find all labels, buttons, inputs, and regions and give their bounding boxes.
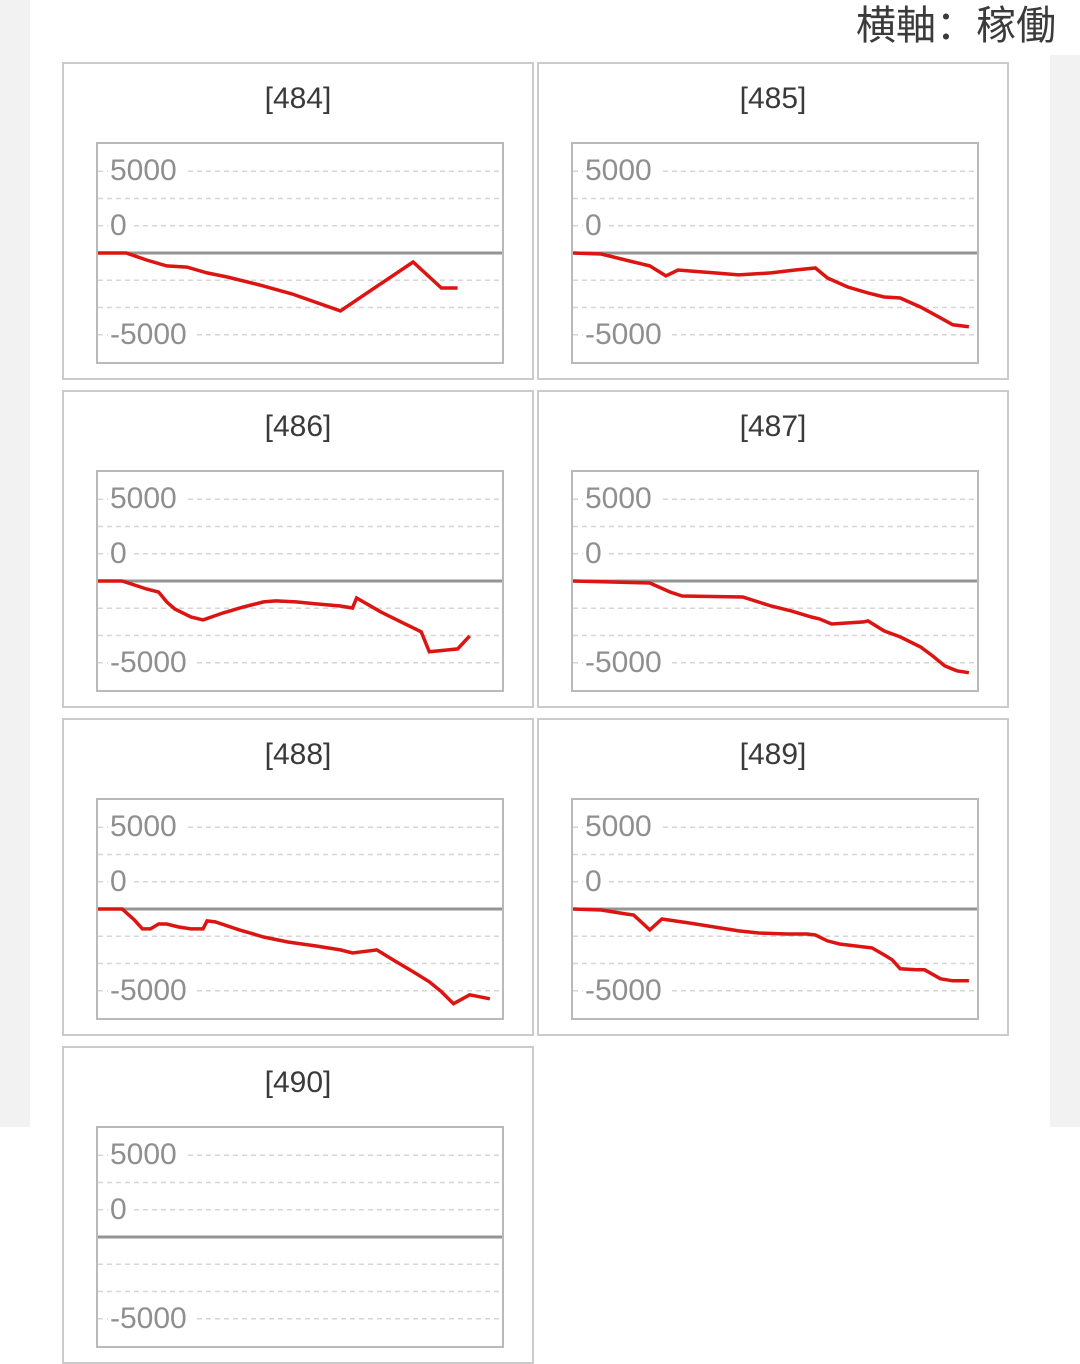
machine-number-label: [485]: [739, 82, 807, 115]
machine-number-label: [490]: [264, 1066, 332, 1099]
machine-chart-card[interactable]: [484] 5000 0 -5000: [62, 62, 534, 380]
slump-graph-canvas: [98, 170, 502, 336]
machine-number-label: [487]: [739, 410, 807, 443]
y-tick-label-0: 0: [583, 208, 609, 243]
slump-graph-plot: 5000 0 -5000: [571, 798, 979, 1020]
slump-graph-canvas: [98, 826, 502, 1006]
y-tick-label-0: 0: [108, 1192, 134, 1227]
machine-chart-card[interactable]: [487] 5000 0 -5000: [537, 390, 1009, 708]
machine-chart-card[interactable]: [486] 5000 0 -5000: [62, 390, 534, 708]
machine-number-label: [488]: [264, 738, 332, 771]
machine-chart-card[interactable]: [490] 5000 0 -5000: [62, 1046, 534, 1364]
y-tick-label-0: 0: [583, 536, 609, 571]
y-tick-label-5000: 5000: [108, 154, 184, 189]
slump-graph-canvas: [573, 498, 977, 675]
y-tick-label-5000: 5000: [108, 810, 184, 845]
slump-graph-plot: 5000 0 -5000: [96, 1126, 504, 1348]
machine-chart-card[interactable]: [485] 5000 0 -5000: [537, 62, 1009, 380]
axis-note: 横軸：稼働: [856, 4, 1056, 48]
y-tick-label-neg5000: -5000: [108, 973, 194, 1008]
slump-data-line: [573, 579, 970, 675]
y-tick-label-neg5000: -5000: [583, 317, 669, 352]
slump-data-line: [98, 251, 458, 313]
y-tick-label-neg5000: -5000: [583, 645, 669, 680]
y-tick-label-5000: 5000: [583, 482, 659, 517]
y-tick-label-0: 0: [108, 864, 134, 899]
slump-graph-plot: 5000 0 -5000: [96, 470, 504, 692]
slump-data-line: [573, 251, 970, 329]
y-tick-label-5000: 5000: [583, 154, 659, 189]
machine-number-label: [484]: [264, 82, 332, 115]
charts-grid: [484] 5000 0 -5000 [485] 5000 0 -5000 [4…: [62, 62, 1009, 1364]
y-tick-label-5000: 5000: [583, 810, 659, 845]
y-tick-label-0: 0: [108, 208, 134, 243]
y-tick-label-neg5000: -5000: [108, 317, 194, 352]
y-tick-label-neg5000: -5000: [583, 973, 669, 1008]
slump-data-line: [98, 579, 471, 654]
left-gutter: [0, 0, 30, 1127]
right-gutter: [1050, 55, 1080, 1127]
y-tick-label-5000: 5000: [108, 482, 184, 517]
y-tick-label-0: 0: [583, 864, 609, 899]
y-tick-label-neg5000: -5000: [108, 645, 194, 680]
y-tick-label-5000: 5000: [108, 1138, 184, 1173]
machine-chart-card[interactable]: [488] 5000 0 -5000: [62, 718, 534, 1036]
machine-number-label: [489]: [739, 738, 807, 771]
slump-data-line: [573, 907, 969, 983]
slump-graph-plot: 5000 0 -5000: [571, 470, 979, 692]
y-tick-label-neg5000: -5000: [108, 1301, 194, 1336]
slump-graph-plot: 5000 0 -5000: [96, 142, 504, 364]
slump-data-line: [98, 907, 491, 1006]
machine-number-label: [486]: [264, 410, 332, 443]
y-tick-label-0: 0: [108, 536, 134, 571]
slump-graph-plot: 5000 0 -5000: [96, 798, 504, 1020]
slump-graph-plot: 5000 0 -5000: [571, 142, 979, 364]
machine-chart-card[interactable]: [489] 5000 0 -5000: [537, 718, 1009, 1036]
